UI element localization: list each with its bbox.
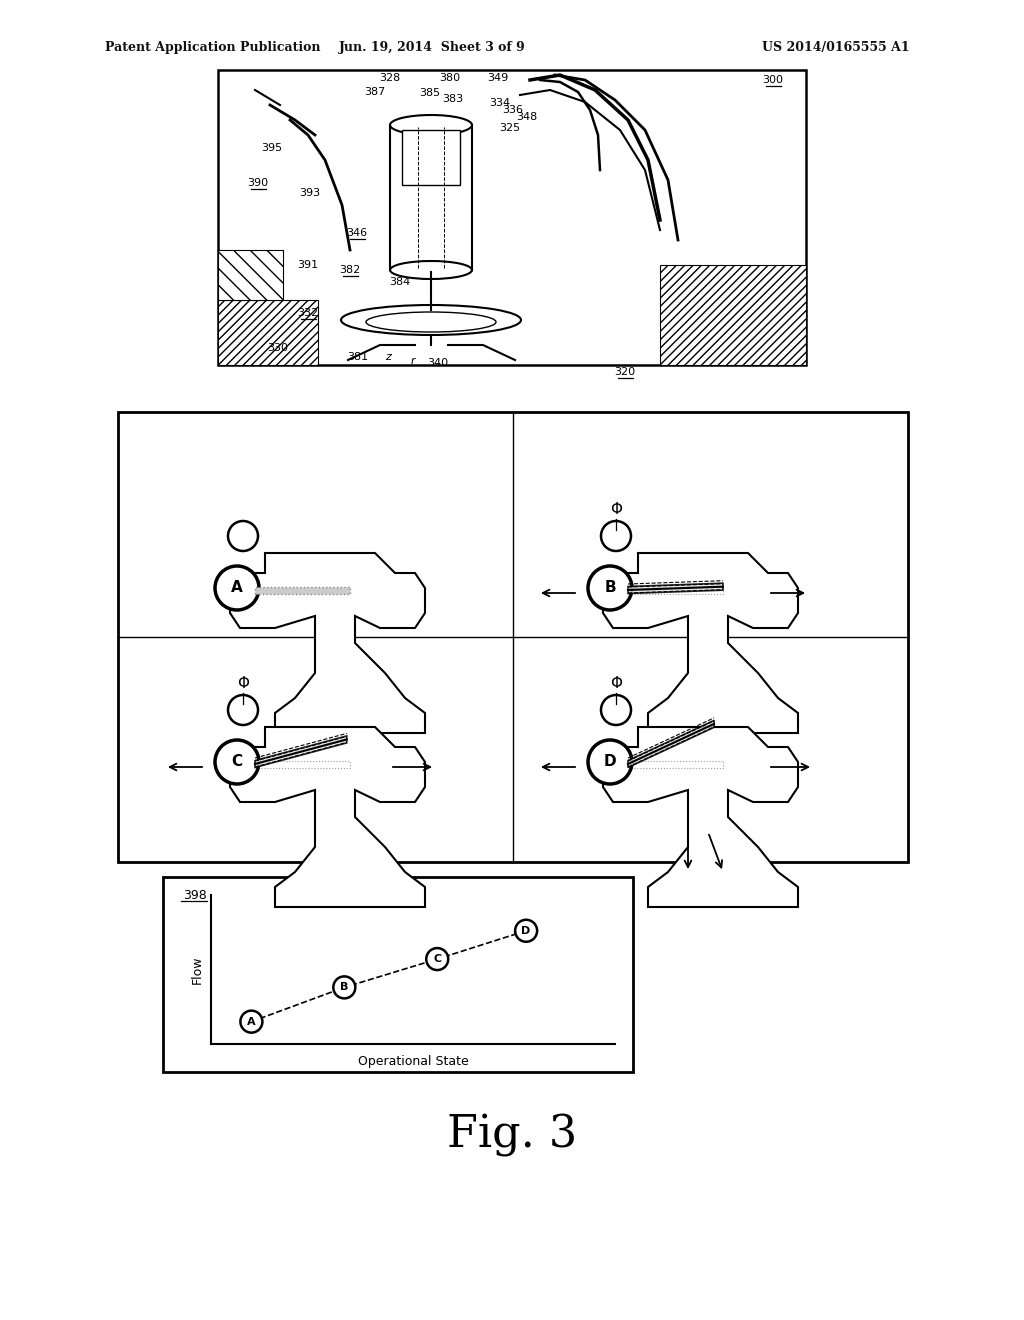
Text: C: C	[433, 954, 441, 964]
Text: 349: 349	[487, 73, 509, 83]
Text: A: A	[247, 1016, 256, 1027]
Polygon shape	[255, 737, 347, 767]
Text: B: B	[340, 982, 348, 993]
Text: 383: 383	[442, 94, 464, 104]
Text: 334: 334	[489, 98, 511, 108]
Bar	[255, 760, 350, 767]
Text: 387: 387	[365, 87, 386, 96]
Circle shape	[215, 741, 259, 784]
Bar	[163, 876, 633, 1072]
Polygon shape	[628, 721, 714, 767]
Text: 348: 348	[516, 112, 538, 121]
Ellipse shape	[390, 261, 472, 279]
Text: C: C	[231, 755, 243, 770]
Text: A: A	[231, 581, 243, 595]
Text: 320: 320	[614, 367, 636, 378]
Text: 381: 381	[347, 352, 369, 362]
Circle shape	[228, 521, 258, 550]
Text: D: D	[521, 925, 530, 936]
Bar	[628, 586, 723, 594]
Circle shape	[334, 977, 355, 998]
Text: 328: 328	[379, 73, 400, 83]
Text: 390: 390	[248, 178, 268, 187]
Circle shape	[228, 696, 258, 725]
Circle shape	[601, 696, 631, 725]
Text: Φ: Φ	[610, 503, 622, 517]
Text: z: z	[385, 352, 391, 362]
Bar	[402, 129, 460, 185]
Polygon shape	[230, 553, 425, 733]
Text: Jun. 19, 2014  Sheet 3 of 9: Jun. 19, 2014 Sheet 3 of 9	[339, 41, 525, 54]
Text: B: B	[604, 581, 615, 595]
Text: 325: 325	[500, 123, 520, 133]
Text: D: D	[604, 755, 616, 770]
Text: 380: 380	[439, 73, 461, 83]
Text: 346: 346	[346, 228, 368, 238]
Text: 336: 336	[503, 106, 523, 115]
Text: 391: 391	[297, 260, 318, 271]
Text: 395: 395	[261, 143, 283, 153]
Polygon shape	[603, 727, 798, 907]
Polygon shape	[603, 553, 798, 733]
Bar	[118, 412, 908, 862]
Circle shape	[601, 521, 631, 550]
Circle shape	[515, 920, 538, 941]
Bar	[628, 760, 723, 767]
Text: 385: 385	[420, 88, 440, 98]
Bar	[390, 125, 472, 271]
Text: 300: 300	[763, 75, 783, 84]
Text: US 2014/0165555 A1: US 2014/0165555 A1	[762, 41, 909, 54]
Polygon shape	[230, 727, 425, 907]
Text: Flow: Flow	[190, 956, 204, 983]
Text: Φ: Φ	[237, 676, 249, 692]
Ellipse shape	[366, 312, 496, 333]
Text: 384: 384	[389, 277, 411, 286]
Text: 330: 330	[267, 343, 289, 352]
Text: r: r	[411, 356, 416, 366]
Text: 382: 382	[339, 265, 360, 275]
Bar	[218, 249, 283, 300]
Text: Fig. 3: Fig. 3	[446, 1113, 578, 1156]
Bar	[660, 265, 806, 366]
Circle shape	[215, 566, 259, 610]
Bar	[218, 300, 318, 366]
Circle shape	[588, 566, 632, 610]
Text: 340: 340	[427, 358, 449, 368]
Ellipse shape	[390, 115, 472, 135]
Circle shape	[588, 741, 632, 784]
Text: 393: 393	[299, 187, 321, 198]
Text: Patent Application Publication: Patent Application Publication	[105, 41, 321, 54]
Circle shape	[241, 1011, 262, 1032]
Bar	[255, 586, 350, 594]
Text: 398: 398	[183, 888, 207, 902]
Circle shape	[426, 948, 449, 970]
Text: Φ: Φ	[610, 676, 622, 692]
Ellipse shape	[341, 305, 521, 335]
Text: 332: 332	[297, 308, 318, 318]
Text: Operational State: Operational State	[357, 1056, 468, 1068]
Bar	[218, 70, 806, 366]
Polygon shape	[628, 583, 723, 594]
